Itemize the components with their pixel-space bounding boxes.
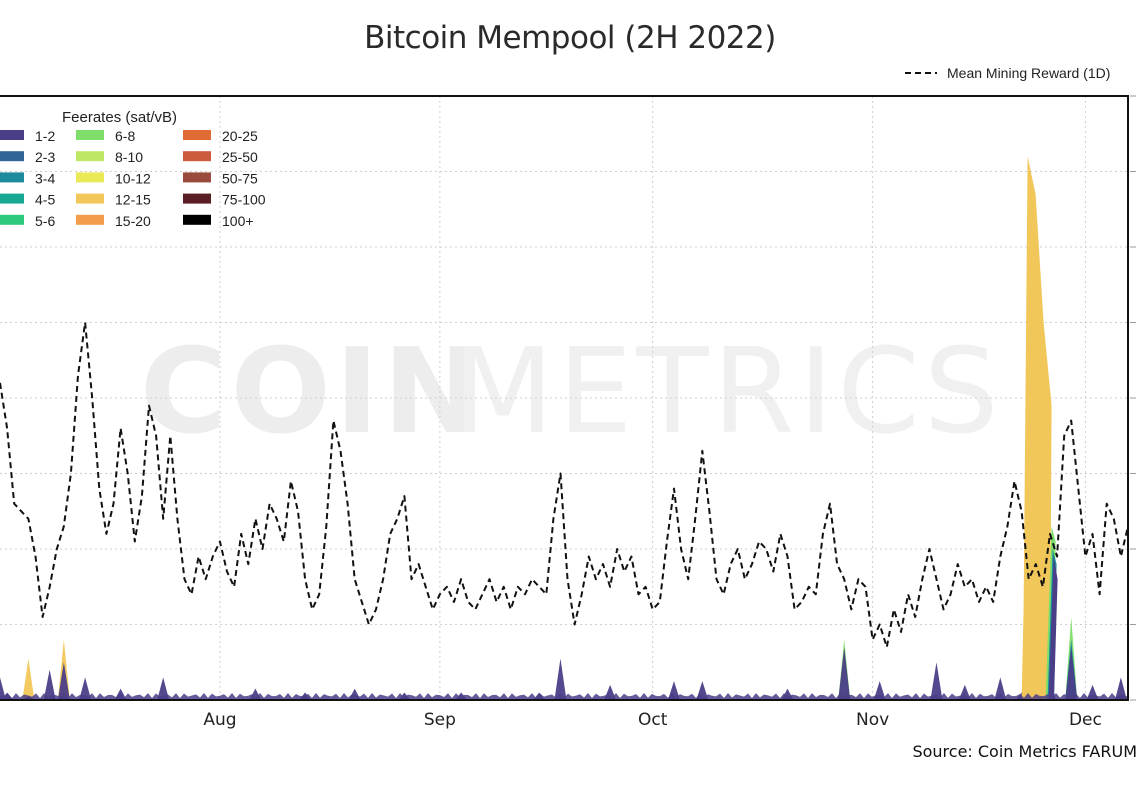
feerate-swatch-25-50	[183, 151, 211, 162]
feerate-swatch-6-8	[76, 130, 104, 140]
feerate-label: 20-25	[222, 128, 258, 144]
chart-title: Bitcoin Mempool (2H 2022)	[364, 20, 776, 56]
plot-frame	[0, 95, 1129, 701]
feerate-label: 1-2	[35, 128, 55, 144]
y-axis-tick-marks	[1130, 95, 1136, 701]
feerate-label: 3-4	[35, 170, 55, 186]
feerate-swatch-10-12	[76, 172, 104, 183]
feerate-label: 15-20	[115, 213, 151, 229]
feerate-spike-1-2	[994, 677, 1007, 700]
feerate-spike-1-2	[838, 647, 851, 700]
feerate-swatch-20-25	[183, 130, 211, 140]
x-axis-ticks: Aug Sep Oct Nov Dec	[203, 710, 1102, 730]
feerate-spike-1-2	[57, 662, 70, 700]
feerate-legend: Feerates (sat/vB) 1-2 2-3 3-4 4-5 5-6 6-8 8-10…	[0, 109, 266, 229]
feerate-swatch-12-15	[76, 193, 104, 204]
feerate-swatch-2-3	[0, 151, 24, 162]
feerate-swatch-1-2	[0, 130, 24, 140]
feerate-spike-12-15	[22, 658, 35, 700]
feerate-label: 6-8	[115, 128, 135, 144]
line-legend-label: Mean Mining Reward (1D)	[947, 65, 1110, 81]
feerate-label: 75-100	[222, 192, 266, 208]
feerate-swatch-4-5	[0, 193, 24, 204]
line-legend: Mean Mining Reward (1D)	[905, 65, 1110, 81]
feerate-spike-1-2	[1065, 647, 1078, 700]
feerate-area-1-2	[1048, 556, 1058, 700]
mining-reward-line	[0, 321, 1129, 649]
watermark-bold: COIN	[140, 322, 486, 460]
feerate-label: 12-15	[115, 192, 151, 208]
feerate-label: 8-10	[115, 149, 143, 165]
feerate-label: 25-50	[222, 149, 258, 165]
feerate-swatch-3-4	[0, 172, 24, 183]
x-tick-label: Dec	[1069, 710, 1102, 730]
source-caption: Source: Coin Metrics FARUM	[912, 742, 1137, 761]
feerate-area-12-15	[1021, 156, 1052, 700]
mean-mining-reward-line	[0, 321, 1129, 649]
feerate-baseline	[0, 693, 1128, 700]
feerate-swatch-100+	[183, 214, 211, 225]
feerate-swatch-5-6	[0, 214, 24, 225]
feerate-areas	[0, 156, 1128, 701]
x-tick-label: Sep	[424, 710, 456, 730]
feerate-spike-1-2	[79, 677, 92, 700]
watermark-light: METRICS	[452, 322, 1003, 460]
feerate-spike-1-2	[0, 677, 6, 700]
grid	[0, 96, 1128, 700]
feerate-swatch-50-75	[183, 172, 211, 183]
feerate-label: 100+	[222, 213, 254, 229]
feerate-label: 10-12	[115, 170, 151, 186]
feerate-swatch-15-20	[76, 214, 104, 225]
feerate-label: 5-6	[35, 213, 55, 229]
feerate-legend-title: Feerates (sat/vB)	[62, 109, 177, 126]
feerate-label: 4-5	[35, 192, 55, 208]
feerate-spike-1-2	[1114, 677, 1127, 700]
feerate-swatch-75-100	[183, 193, 211, 204]
feerate-spike-1-2	[157, 677, 170, 700]
feerate-spike-1-2	[43, 669, 56, 700]
feerate-swatch-8-10	[76, 151, 104, 162]
feerate-label: 50-75	[222, 170, 258, 186]
x-tick-label: Oct	[638, 710, 668, 730]
feerate-label: 2-3	[35, 149, 55, 165]
x-tick-label: Aug	[203, 710, 236, 730]
watermark: COIN METRICS	[140, 322, 1003, 460]
x-tick-label: Nov	[856, 710, 889, 730]
feerate-spike-1-2	[930, 662, 943, 700]
feerate-spike-1-2	[554, 658, 567, 700]
